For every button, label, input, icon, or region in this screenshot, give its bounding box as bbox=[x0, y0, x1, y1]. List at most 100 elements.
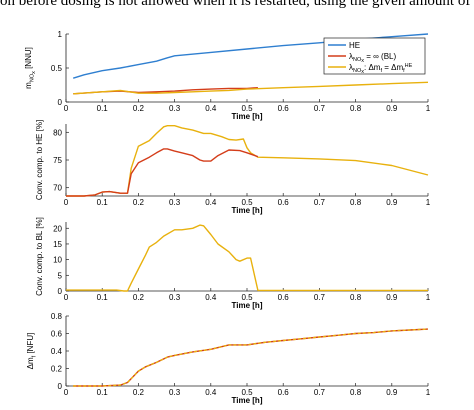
x-tick-label: 0.5 bbox=[241, 293, 253, 302]
x-tick-label: 0.1 bbox=[97, 293, 109, 302]
y-axis-label: Δmf [NFU] bbox=[26, 333, 38, 370]
x-tick-label: 0.3 bbox=[169, 388, 181, 397]
x-tick-label: 0.6 bbox=[278, 198, 290, 207]
x-tick-label: 0.1 bbox=[97, 198, 109, 207]
legend-subscript3: f bbox=[380, 68, 382, 74]
x-tick-label: 0.4 bbox=[205, 293, 217, 302]
y-tick-label: 0.8 bbox=[51, 312, 63, 321]
chart-panel-3: 0 0.1 0.2 0.3 0.4 0.5 0.6 0.7 0.8 0.9 105101520Tim… bbox=[35, 217, 431, 310]
x-tick-label: 0.1 bbox=[97, 388, 109, 397]
y-tick-label: 20 bbox=[53, 224, 62, 233]
y-axis-label-main: Conv. comp. to HE [%] bbox=[35, 120, 44, 200]
y-axis-label-main: m bbox=[24, 82, 33, 89]
legend-text: HE bbox=[349, 41, 360, 50]
x-tick-label: 0.2 bbox=[133, 104, 145, 113]
chart-panel-4: 0 0.1 0.2 0.3 0.4 0.5 0.6 0.7 0.8 0.9 1 0 0.2 0.4 0.6 0… bbox=[26, 312, 431, 405]
y-axis-label-main: Conv. comp. to BL [%] bbox=[35, 217, 44, 296]
x-tick-label: 0.9 bbox=[386, 293, 398, 302]
series-line-3 bbox=[73, 81, 429, 95]
x-tick-label: 0.4 bbox=[205, 198, 217, 207]
x-tick-label: 0.8 bbox=[350, 388, 362, 397]
y-tick-label: 1 bbox=[58, 30, 63, 39]
x-tick-label: 0.3 bbox=[169, 104, 181, 113]
x-tick-label: 1 bbox=[426, 198, 431, 207]
y-axis-label: Conv. comp. to HE [%] bbox=[35, 120, 44, 200]
legend-entry-2: λNOx = ∞ (BL) bbox=[349, 52, 396, 64]
y-tick-label: 80 bbox=[53, 128, 62, 137]
x-tick-label: 0.8 bbox=[350, 104, 362, 113]
legend-text: λ bbox=[349, 52, 353, 61]
y-axis-label-unit: [NFU] bbox=[26, 333, 35, 356]
y-axis-label-subscript: NO bbox=[30, 73, 36, 82]
x-tick-label: 0.9 bbox=[386, 388, 398, 397]
x-tick-label: 0.7 bbox=[314, 104, 326, 113]
x-tick-label: 0.3 bbox=[169, 293, 181, 302]
legend-subscript2: x bbox=[361, 69, 364, 75]
y-axis-label-subscript: f bbox=[32, 355, 38, 357]
x-tick-label: 0.7 bbox=[314, 293, 326, 302]
legend-subscript: NO bbox=[353, 57, 362, 63]
x-tick-label: 0.4 bbox=[205, 104, 217, 113]
y-tick-label: 0 bbox=[58, 287, 63, 296]
y-tick-label: 70 bbox=[53, 184, 62, 193]
x-tick-label: 0.6 bbox=[278, 104, 290, 113]
x-tick-label: 0.7 bbox=[314, 198, 326, 207]
x-tick-label: 0.2 bbox=[133, 293, 145, 302]
x-tick-label: 0 bbox=[64, 293, 69, 302]
x-tick-label: 0.3 bbox=[169, 198, 181, 207]
x-axis-label: Time [h] bbox=[232, 396, 263, 405]
y-tick-label: 0 bbox=[58, 382, 63, 391]
y-tick-label: 0.5 bbox=[51, 64, 63, 73]
x-tick-label: 0.9 bbox=[386, 104, 398, 113]
legend-entry-3: λNOx: Δmf = ΔmfHE bbox=[349, 63, 413, 75]
x-tick-label: 0.2 bbox=[133, 388, 145, 397]
y-tick-label: 75 bbox=[53, 156, 62, 165]
legend-entry-1: HE bbox=[349, 41, 360, 50]
y-axis-label-unit: [NNU] bbox=[24, 47, 33, 71]
series-line-2 bbox=[66, 148, 259, 197]
x-tick-label: 0.8 bbox=[350, 198, 362, 207]
x-tick-label: 0.2 bbox=[133, 198, 145, 207]
x-tick-label: 0.5 bbox=[241, 104, 253, 113]
y-tick-label: 5 bbox=[58, 271, 63, 280]
x-tick-label: 1 bbox=[426, 104, 431, 113]
y-axis-label-subscript2: x bbox=[31, 71, 37, 74]
x-tick-label: 0.4 bbox=[205, 388, 217, 397]
x-tick-label: 0 bbox=[64, 388, 69, 397]
x-tick-label: 0.5 bbox=[241, 388, 253, 397]
chart-panel-2: 0 0.1 0.2 0.3 0.4 0.5 0.6 0.7 0.8 0.9 1 70 75 80 Time … bbox=[35, 120, 431, 215]
legend-text: λ bbox=[349, 63, 353, 72]
y-tick-label: 0.2 bbox=[51, 365, 63, 374]
x-axis-label: Time [h] bbox=[232, 206, 263, 215]
x-tick-label: 0.7 bbox=[314, 388, 326, 397]
legend-subscript: NO bbox=[353, 68, 362, 74]
x-tick-label: 0.5 bbox=[241, 198, 253, 207]
x-tick-label: 1 bbox=[426, 293, 431, 302]
legend-text-post: : Δm bbox=[364, 63, 381, 72]
series-line-1 bbox=[73, 328, 429, 387]
y-tick-label: 0 bbox=[58, 98, 63, 107]
x-axis-label: Time [h] bbox=[232, 301, 263, 310]
x-tick-label: 0.1 bbox=[97, 104, 109, 113]
chart-panel-1: 0 0.1 0.2 0.3 0.4 0.5 0.6 0.7 0.8 0.9 1 0 0.5 1 Time [… bbox=[24, 30, 431, 121]
series-line-2 bbox=[73, 328, 429, 387]
x-tick-label: 0.6 bbox=[278, 293, 290, 302]
y-axis-label: Conv. comp. to BL [%] bbox=[35, 217, 44, 296]
legend-text-post2: = Δm bbox=[382, 63, 403, 72]
y-tick-label: 0.6 bbox=[51, 330, 63, 339]
y-tick-label: 10 bbox=[53, 256, 62, 265]
y-axis-label-main: Δm bbox=[26, 357, 35, 369]
x-axis-label: Time [h] bbox=[232, 112, 263, 121]
x-tick-label: 0.6 bbox=[278, 388, 290, 397]
x-tick-label: 1 bbox=[426, 388, 431, 397]
series-line-1 bbox=[66, 125, 429, 197]
page-text-fragment: on before dosing is not allowed when it … bbox=[0, 0, 471, 9]
x-tick-label: 0.8 bbox=[350, 293, 362, 302]
legend-subscript4: f bbox=[403, 68, 405, 74]
legend-superscript4: HE bbox=[405, 63, 413, 69]
y-axis-label: mNOx [NNU] bbox=[24, 47, 37, 89]
series-line-1 bbox=[66, 224, 428, 292]
x-tick-label: 0 bbox=[64, 104, 69, 113]
x-tick-label: 0.9 bbox=[386, 198, 398, 207]
